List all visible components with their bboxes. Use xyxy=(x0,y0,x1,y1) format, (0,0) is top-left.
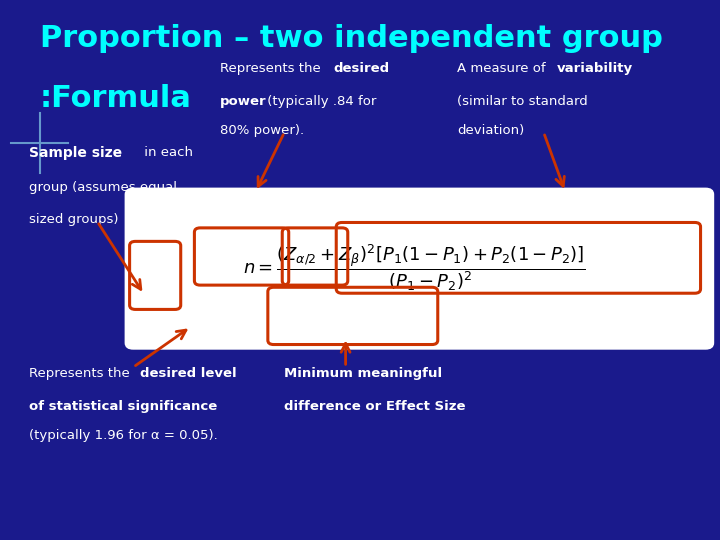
Text: deviation): deviation) xyxy=(457,124,524,137)
Text: power: power xyxy=(220,94,266,107)
Text: Sample size: Sample size xyxy=(29,146,122,160)
Text: in each: in each xyxy=(140,146,194,159)
Text: (typically 1.96 for α = 0.05).: (typically 1.96 for α = 0.05). xyxy=(29,429,217,442)
Text: 80% power).: 80% power). xyxy=(220,124,304,137)
Text: desired: desired xyxy=(333,62,390,75)
Text: A measure of: A measure of xyxy=(457,62,550,75)
Text: Represents the: Represents the xyxy=(29,367,134,380)
Text: desired level: desired level xyxy=(140,367,237,380)
Text: Minimum meaningful: Minimum meaningful xyxy=(284,367,443,380)
Text: $n = \dfrac{(Z_{\alpha/2}+Z_{\beta})^{2}[P_1(1-P_1)+P_2(1-P_2)]}{(P_1-P_2)^{2}}$: $n = \dfrac{(Z_{\alpha/2}+Z_{\beta})^{2}… xyxy=(243,242,585,293)
Text: (typically .84 for: (typically .84 for xyxy=(263,94,376,107)
Text: of statistical significance: of statistical significance xyxy=(29,400,217,413)
Text: Proportion – two independent group: Proportion – two independent group xyxy=(40,24,662,53)
Text: :Formula: :Formula xyxy=(40,84,192,113)
Text: difference or Effect Size: difference or Effect Size xyxy=(284,400,466,413)
Text: sized groups): sized groups) xyxy=(29,213,118,226)
FancyBboxPatch shape xyxy=(126,189,713,348)
Text: group (assumes equal: group (assumes equal xyxy=(29,181,177,194)
Text: Represents the: Represents the xyxy=(220,62,325,75)
Text: variability: variability xyxy=(557,62,633,75)
Text: (similar to standard: (similar to standard xyxy=(457,94,588,107)
